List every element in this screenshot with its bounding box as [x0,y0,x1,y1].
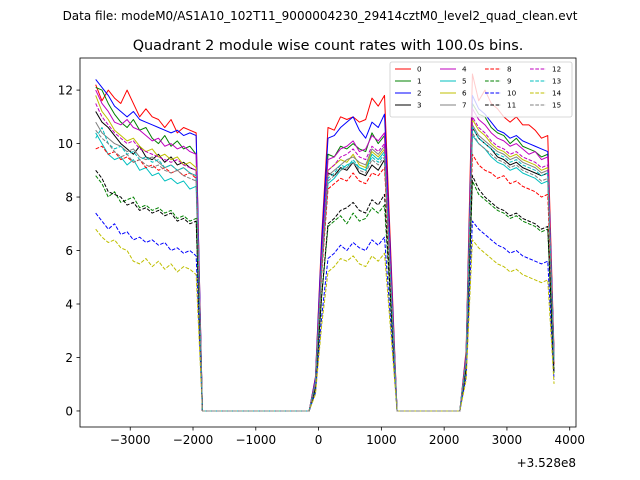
x-offset-text: +3.528e8 [517,456,576,470]
legend-label-9: 9 [507,77,512,86]
suptitle: Data file: modeM0/AS1A10_102T11_90000042… [63,9,578,23]
series-line-2 [95,79,555,412]
legend-label-13: 13 [552,77,561,86]
series-line-4 [95,89,555,412]
x-axis: −3000 −2000 −1000 0 1000 2000 3000 4000 [110,427,585,447]
y-tick-label: 12 [58,83,73,97]
legend-label-2: 2 [417,89,422,98]
series-line-11 [95,169,555,412]
y-tick-label: 4 [65,297,73,311]
series-line-14 [95,228,555,412]
legend-label-1: 1 [417,77,422,86]
series-line-10 [95,212,555,412]
legend-label-15: 15 [552,101,561,110]
legend-label-5: 5 [462,77,467,86]
plot-lines [95,73,555,412]
axes-frame [79,57,577,428]
legend-label-8: 8 [507,65,512,74]
x-tick-label: 2000 [429,433,460,447]
x-tick-label: −2000 [173,433,214,447]
x-tick-label: −1000 [236,433,277,447]
y-tick-label: 0 [65,404,73,418]
y-tick-label: 8 [65,190,73,204]
legend-label-10: 10 [507,89,517,98]
y-tick-label: 10 [58,137,73,151]
x-tick-label: 0 [315,433,323,447]
legend-label-12: 12 [552,65,561,74]
x-tick-label: 4000 [554,433,585,447]
series-line-9 [95,175,555,412]
y-tick-label: 6 [65,244,73,258]
legend-label-14: 14 [552,89,562,98]
chart-title: Quadrant 2 module wise count rates with … [133,38,524,54]
series-line-6 [95,95,555,412]
plot-frame [79,57,577,428]
legend-label-7: 7 [462,101,467,110]
series-line-15 [95,129,555,412]
y-tick-label: 2 [65,351,73,365]
legend-box [389,61,573,118]
legend-label-0: 0 [417,65,422,74]
legend-label-6: 6 [462,89,467,98]
x-tick-label: 3000 [492,433,523,447]
legend-label-3: 3 [417,101,422,110]
legend-label-11: 11 [507,101,516,110]
legend-label-4: 4 [462,65,467,74]
x-tick-label: 1000 [366,433,397,447]
series-line-13 [95,127,555,412]
x-tick-label: −3000 [110,433,151,447]
y-axis: 0 2 4 6 8 10 12 [58,83,80,418]
